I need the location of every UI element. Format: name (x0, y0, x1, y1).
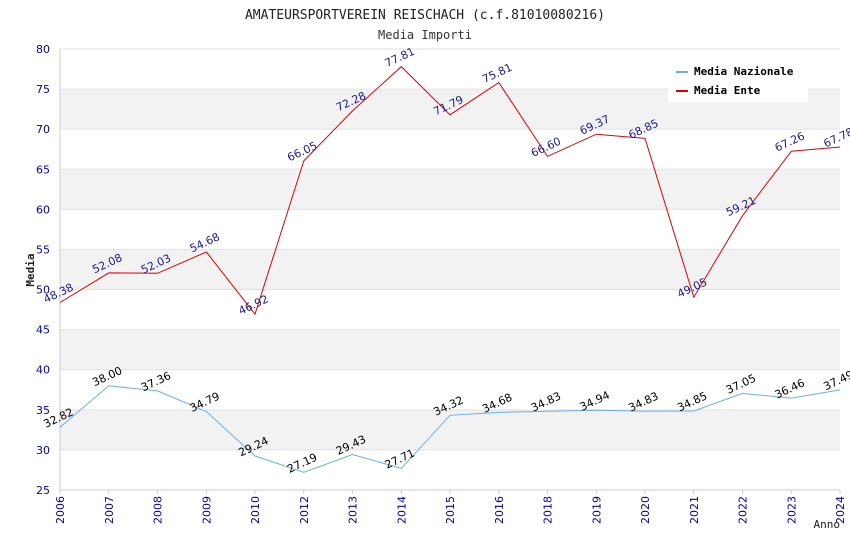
chart-title: AMATEURSPORTVEREIN REISCHACH (c.f.810100… (245, 8, 605, 23)
y-tick-label: 60 (36, 203, 50, 216)
x-tick-label: 2015 (444, 496, 457, 524)
legend-label-media-nazionale: Media Nazionale (694, 65, 794, 78)
y-tick-label: 80 (36, 43, 50, 56)
x-tick-label: 2019 (590, 496, 603, 524)
series-line-media-ente (59, 65, 841, 316)
grid-band (60, 409, 840, 450)
legend: Media Nazionale Media Ente (668, 60, 808, 102)
grid-band (60, 329, 840, 370)
y-tick-label: 30 (36, 444, 50, 457)
x-tick-label: 2016 (493, 496, 506, 524)
x-tick-label: 2012 (298, 496, 311, 524)
x-axis: 2006 2007 2008 2009 2010 2012 2013 2014 2015 2016… (54, 490, 847, 524)
x-tick-label: 2020 (639, 496, 652, 524)
x-tick-label: 2006 (54, 496, 67, 524)
legend-box (668, 60, 808, 102)
series-line-media-nazionale (59, 385, 841, 473)
series-lines (59, 65, 841, 473)
y-tick-label: 75 (36, 83, 50, 96)
x-tick-label: 2024 (834, 496, 847, 524)
x-tick-label: 2014 (395, 496, 408, 524)
grid-band (60, 289, 840, 330)
y-tick-label: 45 (36, 324, 50, 337)
y-axis-label: Media (24, 253, 37, 286)
x-tick-label: 2018 (542, 496, 555, 524)
y-tick-label: 70 (36, 123, 50, 136)
x-tick-label: 2010 (249, 496, 262, 524)
grid-band (60, 209, 840, 250)
y-tick-label: 50 (36, 284, 50, 297)
x-tick-label: 2007 (103, 496, 116, 524)
x-tick-label: 2008 (152, 496, 165, 524)
y-axis: 25 30 35 40 45 50 55 60 65 70 75 80 (36, 43, 50, 497)
grid-band (60, 449, 840, 490)
y-tick-label: 65 (36, 163, 50, 176)
y-tick-label: 40 (36, 364, 50, 377)
y-tick-label: 55 (36, 243, 50, 256)
grid-band (60, 129, 840, 170)
x-tick-label: 2023 (785, 496, 798, 524)
x-tick-label: 2022 (737, 496, 750, 524)
x-tick-label: 2009 (200, 496, 213, 524)
x-tick-label: 2013 (347, 496, 360, 524)
grid-band (60, 169, 840, 210)
y-tick-label: 35 (36, 404, 50, 417)
x-axis-label: Anno (814, 518, 841, 531)
grid-band (60, 369, 840, 410)
legend-label-media-ente: Media Ente (694, 84, 761, 97)
chart-subtitle: Media Importi (378, 28, 472, 42)
y-tick-label: 25 (36, 484, 50, 497)
x-tick-label: 2021 (688, 496, 701, 524)
grid-band (60, 249, 840, 290)
